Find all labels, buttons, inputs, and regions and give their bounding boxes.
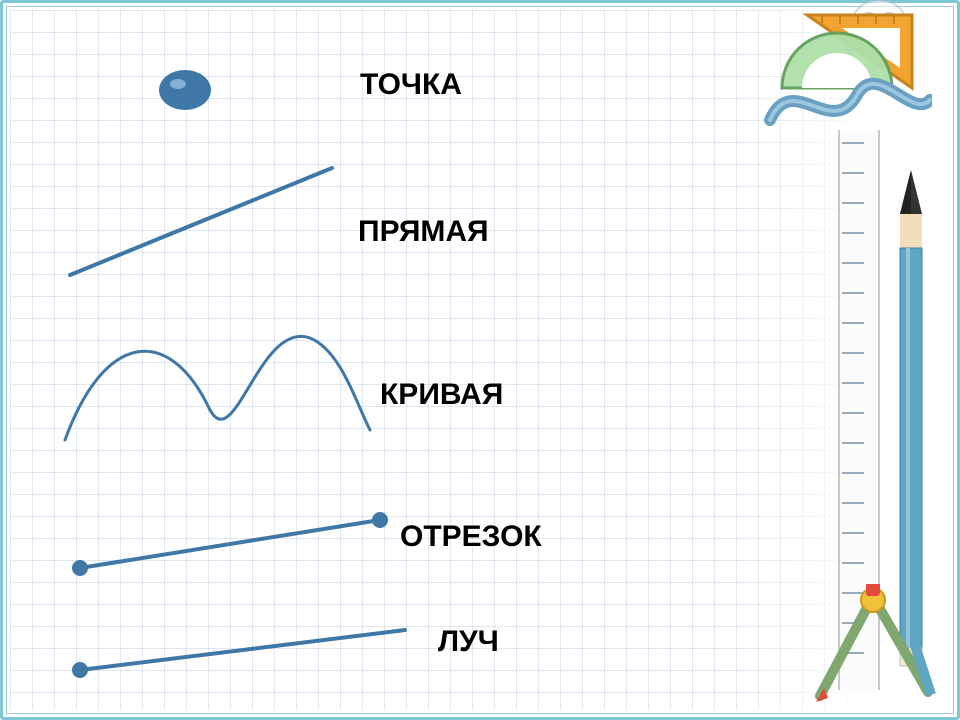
geometry-diagram <box>10 10 950 710</box>
label-segment: ОТРЕЗОК <box>400 520 542 554</box>
shape-segment <box>72 512 388 576</box>
label-point: ТОЧКА <box>360 68 462 102</box>
shape-curve <box>65 336 370 440</box>
label-line: ПРЯМАЯ <box>358 215 489 249</box>
shape-point <box>159 70 211 110</box>
shape-ray <box>72 630 405 678</box>
label-curve: КРИВАЯ <box>380 378 503 412</box>
shape-straight-line <box>70 168 332 275</box>
label-ray: ЛУЧ <box>438 625 499 659</box>
